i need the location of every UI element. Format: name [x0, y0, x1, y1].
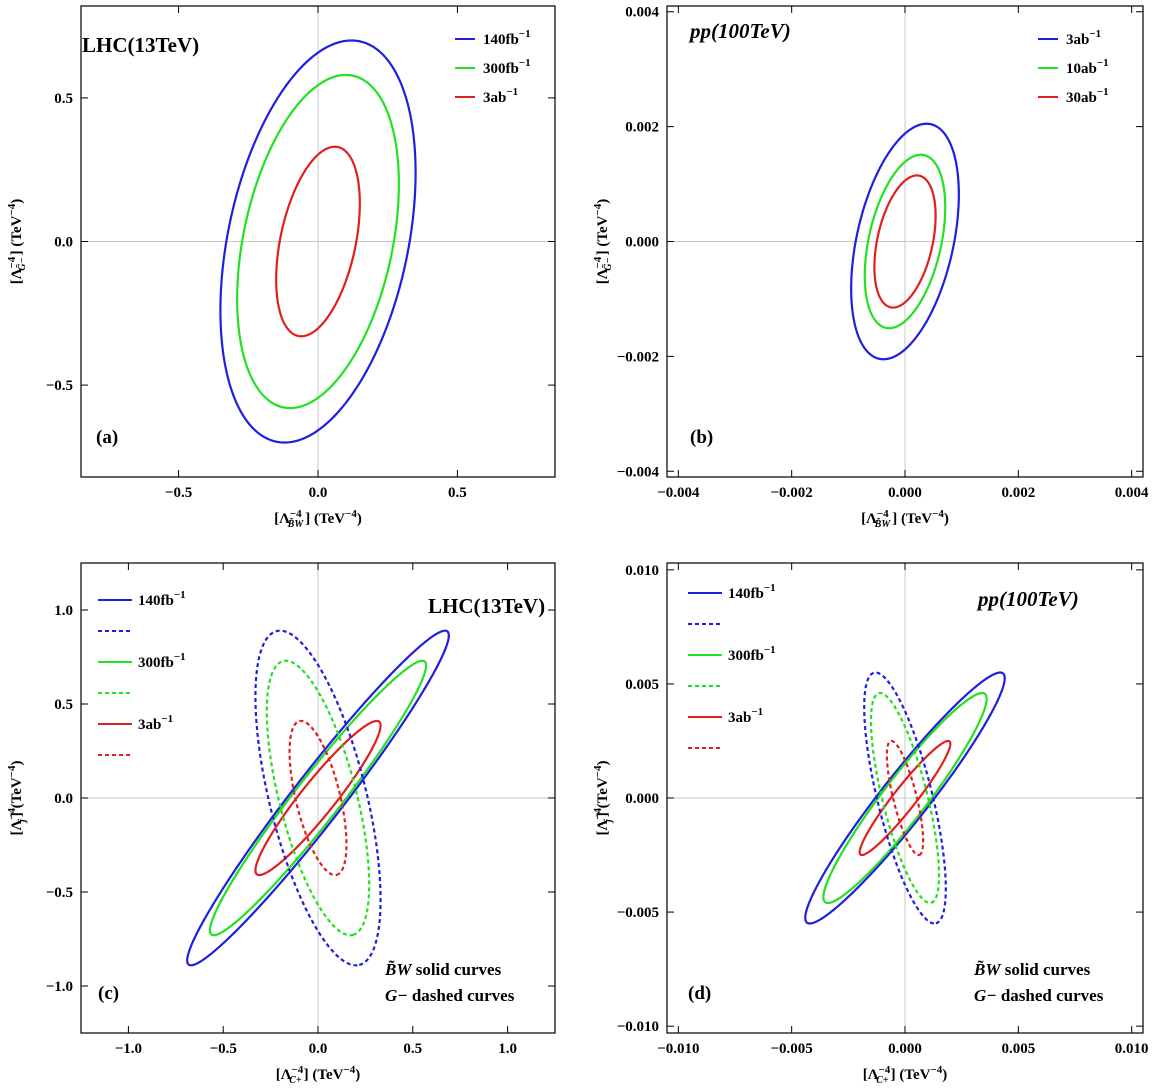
- x-tick-label: 0.0: [309, 1041, 328, 1057]
- panel-b: −0.004 −0.002 0.000 0.002 0.004 −0.004 −0.002 0…: [592, 5, 1149, 530]
- x-axis-label: [Λ−4 B̃W] (TeV−4): [274, 508, 362, 530]
- panel-a: −0.5 0.0 0.5 −0.5 0.0 0.5 [Λ−4 B̃W] (TeV−4) [Λ−4…: [6, 5, 556, 530]
- x-tick-label: −0.010: [657, 1041, 699, 1057]
- legend-label: 300fb−1: [138, 651, 186, 671]
- x-axis-label: [Λ−4 C+] (TeV−4): [863, 1064, 948, 1086]
- curve-style-note: B̃W solid curves: [973, 960, 1091, 979]
- y-tick-label: −0.005: [617, 905, 659, 921]
- contour-green-dashed: [869, 691, 941, 905]
- contour-green-solid: [822, 691, 988, 905]
- panel-tag: (b): [690, 427, 713, 448]
- y-tick-label: 0.010: [625, 563, 659, 579]
- x-tick-label: 0.000: [888, 1041, 922, 1057]
- legend-label: 3ab−1: [728, 706, 763, 726]
- legend: 140fb−1 300fb−1 3ab−1: [688, 582, 776, 749]
- contour-red-solid: [873, 174, 937, 309]
- x-tick-label: 1.0: [498, 1041, 517, 1057]
- legend-label: 140fb−1: [138, 589, 186, 609]
- x-tick-label: −0.5: [210, 1041, 237, 1057]
- curve-style-note: B̃W solid curves: [384, 960, 502, 979]
- x-tick-label: 0.005: [1001, 1041, 1035, 1057]
- legend-label: 300fb−1: [483, 57, 531, 77]
- y-tick-label: −1.0: [46, 979, 73, 995]
- panel-tag: (d): [688, 983, 711, 1004]
- legend: 140fb−1 300fb−1 3ab−1: [98, 589, 186, 756]
- y-axis-label: [Λ−4G̃−] (TeV−4): [592, 199, 614, 284]
- legend-label: 300fb−1: [728, 644, 776, 664]
- legend-label: 30ab−1: [1066, 86, 1109, 106]
- x-tick-label: 0.5: [403, 1041, 422, 1057]
- x-axis-label: [Λ−4 B̃W] (TeV−4): [861, 508, 949, 530]
- y-tick-label: 1.0: [54, 603, 73, 619]
- contour-blue-dashed: [254, 629, 382, 967]
- x-tick-label: −0.5: [165, 485, 192, 501]
- x-tick-label: 0.010: [1115, 1041, 1149, 1057]
- y-tick-label: −0.004: [617, 464, 660, 480]
- legend-label: 140fb−1: [483, 28, 531, 48]
- contour-blue-dashed: [863, 671, 947, 925]
- y-tick-label: 0.005: [625, 677, 659, 693]
- y-tick-label: 0.004: [625, 5, 659, 21]
- y-tick-label: 0.000: [625, 791, 659, 807]
- legend-label: 3ab−1: [483, 86, 518, 106]
- contour-red-solid: [275, 145, 361, 338]
- curve-style-note: G− dashed curves: [385, 986, 515, 1005]
- legend-label: 3ab−1: [138, 713, 173, 733]
- y-tick-label: 0.000: [625, 235, 659, 251]
- y-tick-label: 0.5: [54, 697, 73, 713]
- x-tick-label: 0.5: [448, 485, 467, 501]
- y-tick-label: 0.0: [54, 791, 73, 807]
- contour-blue-solid: [804, 671, 1006, 925]
- x-tick-label: −0.004: [657, 485, 700, 501]
- x-tick-label: 0.000: [888, 485, 922, 501]
- x-tick-label: −0.005: [771, 1041, 813, 1057]
- y-tick-label: 0.5: [54, 91, 73, 107]
- panel-c: −1.0 −0.5 0.0 0.5 1.0 −1.0 −0.5 0.0 0.5 1.0 [Λ−4 C+…: [6, 562, 556, 1086]
- panel-title: pp(100TeV): [976, 587, 1079, 611]
- x-axis-label: [Λ−4 C+] (TeV−4): [276, 1064, 361, 1086]
- y-tick-label: 0.0: [54, 235, 73, 251]
- x-tick-label: −0.002: [771, 485, 813, 501]
- y-tick-label: −0.5: [46, 885, 73, 901]
- y-tick-label: −0.002: [617, 349, 659, 365]
- contour-blue-solid: [219, 39, 417, 444]
- x-tick-label: 0.002: [1001, 485, 1035, 501]
- y-axis-label: [Λ−4j] (TeV−4): [6, 761, 28, 836]
- panel-title: LHC(13TeV): [82, 33, 199, 57]
- y-tick-label: −0.5: [46, 378, 73, 394]
- contour-red-dashed: [288, 719, 348, 877]
- panel-tag: (a): [96, 427, 118, 448]
- x-tick-label: 0.004: [1115, 485, 1149, 501]
- contour-green-solid: [863, 153, 947, 330]
- contour-green-solid: [236, 73, 400, 410]
- contour-green-solid: [208, 659, 428, 937]
- y-tick-label: 0.002: [625, 120, 659, 136]
- panel-title: LHC(13TeV): [428, 594, 545, 618]
- x-tick-label: −1.0: [115, 1041, 142, 1057]
- legend: 140fb−1 300fb−1 3ab−1: [455, 28, 531, 106]
- y-axis-label: [Λ−4G̃−] (TeV−4): [6, 199, 28, 284]
- panel-tag: (c): [98, 983, 119, 1004]
- contour-blue-solid: [186, 629, 450, 967]
- legend: 3ab−1 10ab−1 30ab−1: [1038, 28, 1109, 106]
- legend-label: 10ab−1: [1066, 57, 1109, 77]
- x-tick-label: 0.0: [309, 485, 328, 501]
- y-tick-label: −0.010: [617, 1019, 659, 1035]
- legend-label: 140fb−1: [728, 582, 776, 602]
- curve-style-note: G− dashed curves: [974, 986, 1104, 1005]
- legend-label: 3ab−1: [1066, 28, 1101, 48]
- panel-title: pp(100TeV): [688, 19, 791, 43]
- y-axis-label: [Λ−4j] (TeV−4): [592, 761, 614, 836]
- contour-blue-solid: [850, 122, 960, 361]
